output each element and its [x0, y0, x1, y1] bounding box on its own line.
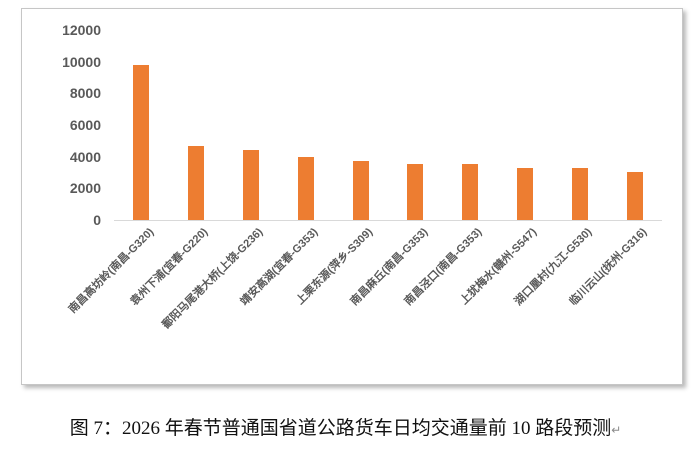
bar: [188, 146, 204, 220]
y-tick-label: 12000: [62, 22, 101, 38]
y-tick-label: 6000: [69, 117, 101, 133]
y-tick-label: 4000: [69, 148, 101, 165]
figure-caption: 图 7：2026 年春节普通国省道公路货车日均交通量前 10 路段预测↵: [0, 416, 691, 443]
bar: [298, 157, 314, 220]
figure-caption-text: 图 7：2026 年春节普通国省道公路货车日均交通量前 10 路段预测: [69, 418, 612, 439]
y-tick-label: 8000: [69, 85, 101, 102]
y-tick-label: 0: [93, 212, 101, 228]
y-tick-label: 2000: [69, 180, 101, 197]
x-axis-line: [114, 220, 662, 221]
bar: [462, 164, 478, 220]
plot-area: 0 2000 4000 6000 8000 10000 12000 南昌高坊岭(南昌-G320…: [22, 9, 682, 384]
bar: [407, 164, 423, 220]
bar: [517, 168, 533, 220]
bar: [627, 172, 643, 220]
bar: [243, 150, 259, 220]
bar-chart: 0 2000 4000 6000 8000 10000 12000 南昌高坊岭(南昌-G320…: [21, 8, 683, 385]
bar: [353, 161, 369, 220]
x-tick-label: 鄱阳马尾港大桥(上饶-G236): [160, 226, 266, 332]
bar: [572, 168, 588, 220]
bar: [133, 65, 149, 220]
y-tick-label: 10000: [62, 53, 101, 70]
paragraph-mark-icon: ↵: [611, 423, 622, 437]
